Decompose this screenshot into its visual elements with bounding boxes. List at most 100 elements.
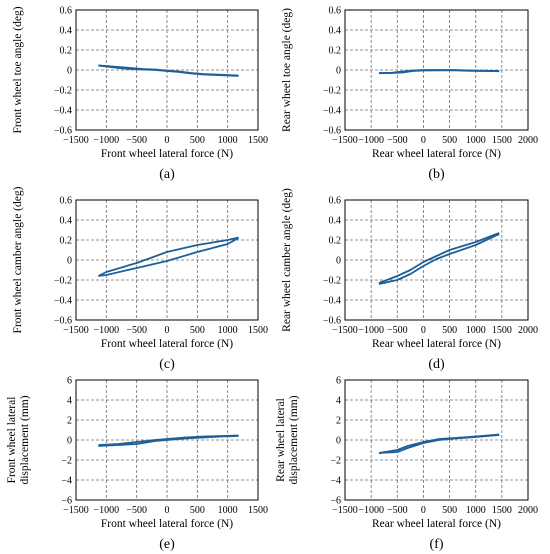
x-tick-label: 0	[165, 505, 170, 516]
y-tick-label: 2	[67, 416, 72, 427]
y-axis-title: Rear wheel camber angle (deg)	[281, 188, 293, 332]
y-tick-label: −0.2	[54, 86, 72, 97]
x-tick-label: 1000	[466, 505, 486, 516]
y-tick-label: 2	[336, 416, 341, 427]
x-axis-title: Rear wheel lateral force (N)	[372, 518, 501, 530]
chart-panel: −1500 −1000 −500 0 500 1000 1500 2000 −6 −4 −2 0 2 4 6…	[275, 376, 538, 553]
y-tick-label: 0.2	[60, 236, 73, 247]
y-tick-label: −6	[330, 496, 341, 507]
x-tick-label: 500	[442, 325, 457, 336]
panel-label: (a)	[159, 167, 175, 182]
x-tick-label: 1500	[248, 505, 268, 516]
x-tick-label: −1500	[63, 325, 89, 336]
y-axis-title: Front wheel toe angle (deg)	[12, 6, 24, 133]
y-tick-label: −2	[330, 456, 341, 467]
chart-panel: −1500 −1000 −500 0 500 1000 1500 −0.6 −0.4 −0.2 0 0…	[12, 6, 268, 183]
x-tick-label: −500	[126, 325, 147, 336]
y-tick-label: 0.6	[60, 196, 73, 207]
y-tick-label: −0.2	[323, 276, 341, 287]
x-tick-label: −1500	[332, 135, 358, 146]
y-tick-label: −0.4	[323, 296, 341, 307]
x-tick-label: 2000	[518, 325, 538, 336]
x-tick-label: 500	[442, 505, 457, 516]
x-tick-label: −1000	[94, 135, 120, 146]
y-tick-label: 0	[336, 436, 341, 447]
x-tick-label: 500	[190, 325, 205, 336]
x-tick-label: 1500	[492, 325, 512, 336]
y-tick-label: −0.4	[54, 296, 72, 307]
plot-frame	[344, 9, 529, 131]
x-tick-label: −1500	[332, 325, 358, 336]
y-tick-label: 0.4	[60, 26, 73, 37]
y-tick-label: 0.4	[60, 216, 73, 227]
y-tick-label: 0	[67, 256, 72, 267]
panel-label: (f)	[430, 537, 444, 552]
chart-panel: −1500 −1000 −500 0 500 1000 1500 2000 −0.6 −0.4 −0…	[281, 6, 538, 183]
y-tick-label: −4	[61, 476, 72, 487]
y-tick-label: −0.6	[54, 316, 72, 327]
x-tick-label: −1000	[358, 505, 384, 516]
series-line	[378, 232, 500, 284]
x-tick-label: −1000	[94, 505, 120, 516]
y-tick-label: −0.6	[54, 126, 72, 137]
y-tick-label: −2	[61, 456, 72, 467]
y-tick-label: 0	[67, 436, 72, 447]
y-tick-label: 0.2	[329, 46, 342, 57]
panel-label: (b)	[428, 167, 445, 182]
chart-panel: −1500 −1000 −500 0 500 1000 1500 −6 −4 −2 0 2 4 6 Fron…	[6, 376, 268, 553]
x-tick-label: −1500	[63, 135, 89, 146]
plot-frame	[344, 199, 529, 321]
x-axis-title: Front wheel lateral force (N)	[101, 338, 233, 350]
series-line	[97, 236, 239, 277]
y-tick-label: 4	[336, 396, 341, 407]
y-axis-title: Front wheel lateraldisplacement (mm)	[6, 395, 31, 484]
series-line	[378, 69, 500, 75]
y-tick-label: 0	[67, 66, 72, 77]
y-axis-title-line: displacement (mm)	[288, 395, 300, 484]
x-tick-label: 1000	[218, 505, 238, 516]
y-tick-label: 0	[336, 256, 341, 267]
y-tick-label: −0.2	[323, 86, 341, 97]
x-tick-label: 2000	[518, 505, 538, 516]
x-axis-title: Rear wheel lateral force (N)	[372, 148, 501, 160]
x-tick-label: 1000	[218, 325, 238, 336]
x-tick-label: −500	[387, 135, 408, 146]
panel-label: (d)	[428, 357, 445, 372]
y-tick-label: 0.2	[329, 236, 342, 247]
x-tick-label: −1500	[63, 505, 89, 516]
x-tick-label: 1000	[218, 135, 238, 146]
x-tick-label: 1500	[492, 505, 512, 516]
plot-frame	[75, 379, 259, 501]
plot-frame	[75, 9, 259, 131]
y-tick-label: −0.6	[323, 316, 341, 327]
x-tick-label: −1000	[358, 325, 384, 336]
x-tick-label: 0	[421, 505, 426, 516]
x-tick-label: −500	[387, 325, 408, 336]
x-tick-label: −500	[126, 505, 147, 516]
y-tick-label: −0.4	[323, 106, 341, 117]
series-line	[378, 434, 500, 454]
y-axis-title-line: displacement (mm)	[19, 395, 31, 484]
panel-label: (e)	[159, 537, 175, 552]
y-tick-label: 0.6	[329, 196, 342, 207]
x-tick-label: −500	[126, 135, 147, 146]
y-axis-title: Front wheel camber angle (deg)	[12, 186, 24, 333]
series-line	[378, 233, 500, 285]
y-tick-label: −6	[61, 496, 72, 507]
x-tick-label: 2000	[518, 135, 538, 146]
plot-frame	[344, 379, 529, 501]
panel-label: (c)	[159, 357, 175, 372]
x-tick-label: −500	[387, 505, 408, 516]
chart-panel: −1500 −1000 −500 0 500 1000 1500 2000 −0.6 −0.4 −0…	[281, 188, 538, 372]
chart-panel: −1500 −1000 −500 0 500 1000 1500 −0.6 −0.4 −0.2 0 0…	[12, 186, 268, 372]
y-tick-label: 6	[67, 376, 72, 387]
x-tick-label: −1000	[94, 325, 120, 336]
y-tick-label: 0	[336, 66, 341, 77]
x-axis-title: Front wheel lateral force (N)	[101, 518, 233, 530]
x-tick-label: 1000	[466, 135, 486, 146]
y-tick-label: 4	[67, 396, 72, 407]
x-tick-label: 0	[165, 325, 170, 336]
x-tick-label: 0	[421, 135, 426, 146]
x-tick-label: 500	[442, 135, 457, 146]
y-axis-title-line: Rear wheel lateral	[275, 398, 287, 482]
